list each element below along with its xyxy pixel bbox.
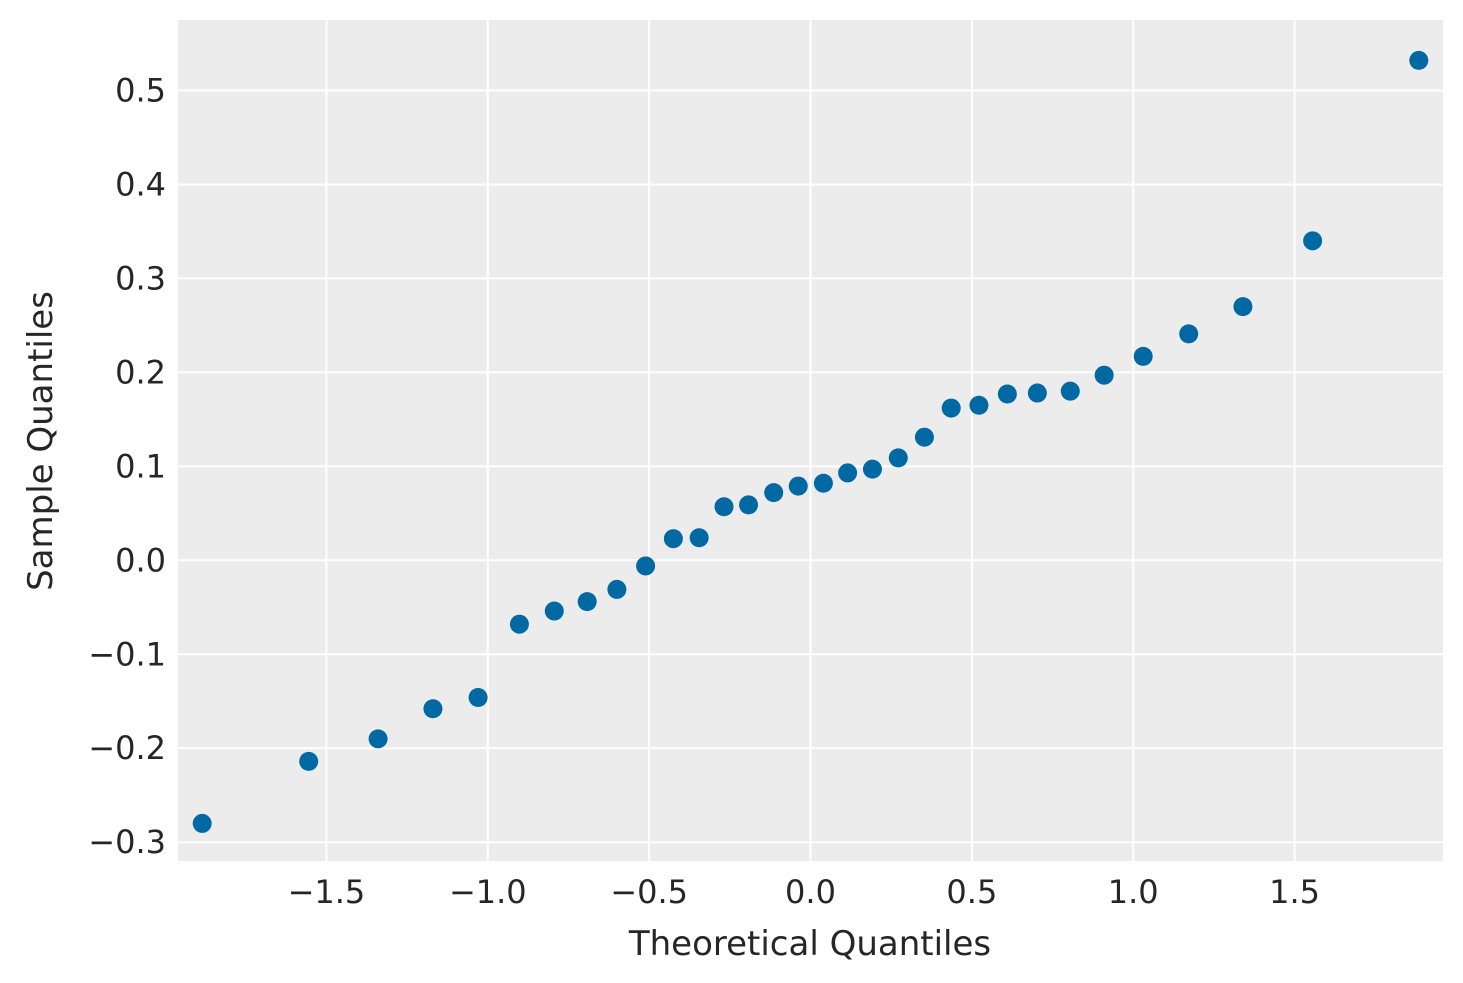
- data-point: [813, 473, 833, 493]
- y-tick-label: 0.1: [115, 447, 166, 485]
- data-point: [607, 579, 627, 599]
- data-point: [1409, 50, 1429, 70]
- data-point: [997, 384, 1017, 404]
- data-point: [1303, 231, 1323, 251]
- x-tick-label: −0.5: [610, 873, 688, 911]
- x-tick-label: −1.0: [449, 873, 527, 911]
- data-point: [764, 483, 784, 503]
- data-point: [941, 398, 961, 418]
- data-point: [577, 592, 597, 612]
- data-point: [888, 448, 908, 468]
- grid-lines: [178, 20, 1443, 861]
- data-points: [192, 50, 1429, 833]
- data-point: [739, 495, 759, 515]
- data-point: [1060, 381, 1080, 401]
- x-tick-label: 0.0: [785, 873, 836, 911]
- data-point: [689, 528, 709, 548]
- y-tick-label: −0.1: [88, 635, 166, 673]
- data-point: [714, 497, 734, 517]
- data-point: [544, 601, 564, 621]
- data-point: [1027, 383, 1047, 403]
- data-point: [788, 476, 808, 496]
- y-tick-label: −0.3: [88, 823, 166, 861]
- x-tick-label: 0.5: [946, 873, 997, 911]
- x-tick-label: 1.0: [1108, 873, 1159, 911]
- data-point: [468, 687, 488, 707]
- data-point: [1233, 297, 1253, 317]
- y-tick-label: 0.0: [115, 541, 166, 579]
- tick-labels: −1.5 −1.0 −0.5 0.0 0.5 1.0 1.5 −0.3 −0.2 −0.1 0.0 0…: [88, 71, 1320, 911]
- y-tick-label: 0.4: [115, 165, 166, 203]
- data-point: [368, 729, 388, 749]
- data-point: [1133, 346, 1153, 366]
- x-tick-label: −1.5: [288, 873, 366, 911]
- y-tick-label: 0.5: [115, 71, 166, 109]
- y-tick-label: 0.2: [115, 353, 166, 391]
- data-point: [509, 614, 529, 634]
- data-point: [636, 556, 656, 576]
- data-point: [423, 699, 443, 719]
- data-point: [1179, 324, 1199, 344]
- y-tick-label: 0.3: [115, 259, 166, 297]
- data-point: [192, 813, 212, 833]
- y-axis-label: Sample Quantiles: [21, 291, 61, 591]
- x-tick-label: 1.5: [1269, 873, 1320, 911]
- data-point: [862, 459, 882, 479]
- y-tick-label: −0.2: [88, 729, 166, 767]
- data-point: [838, 463, 858, 483]
- data-point: [969, 395, 989, 415]
- data-point: [663, 529, 683, 549]
- data-point: [1094, 365, 1114, 385]
- data-point: [299, 751, 319, 771]
- x-axis-label: Theoretical Quantiles: [628, 924, 991, 964]
- data-point: [914, 427, 934, 447]
